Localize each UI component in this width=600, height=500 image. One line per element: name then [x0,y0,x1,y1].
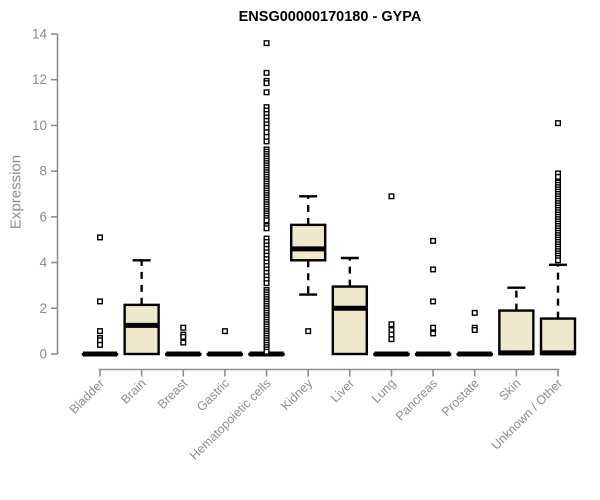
outlier-point [555,120,562,127]
outlier-point [430,330,437,337]
outlier-point [263,217,270,224]
y-tick-label: 12 [32,72,47,87]
outlier-point [263,138,270,145]
category-label-hematopoietic-cells: Hematopoietic cells [187,376,274,463]
outlier-point [471,327,478,334]
outlier-point [471,309,478,316]
outlier-point [180,324,187,331]
outlier-point [180,333,187,340]
box-prostate [456,309,493,357]
outlier-point [305,328,312,335]
y-tick-label: 2 [39,301,47,316]
outlier-point [180,339,187,346]
category-label-unknown-other: Unknown / Other [489,376,565,452]
y-axis-title: Expression [7,154,25,230]
category-label-kidney: Kidney [278,376,315,413]
box-rect [331,285,369,356]
chart-title: ENSG00000170180 - GYPA [238,9,422,25]
outlier-point [96,234,103,241]
outlier-point [263,89,270,96]
y-tick-label: 4 [39,255,47,270]
box-breast [165,324,202,357]
outlier-point [388,321,395,328]
category-label-prostate: Prostate [439,376,482,419]
box-rect [498,309,535,356]
outlier-point [221,328,228,335]
box-pancreas [414,237,452,357]
outlier-point [555,173,562,180]
category-label-lung: Lung [369,376,399,406]
category-label-brain: Brain [118,376,149,407]
box-hematopoietic-cells [248,40,285,357]
outlier-point [430,324,437,331]
outlier-point [263,69,270,76]
category-label-pancreas: Pancreas [393,376,440,423]
outlier-point [263,348,270,355]
box-unknown-other [539,120,577,356]
box-kidney [289,195,327,335]
category-label-gastric: Gastric [194,376,232,414]
outlier-point [430,266,437,273]
outlier-point [388,193,395,200]
outlier-point [263,225,270,232]
box-brain [123,259,160,356]
outlier-point [96,341,103,348]
outlier-point [96,328,103,335]
y-tick-label: 10 [32,118,47,133]
y-tick-label: 14 [32,27,48,42]
outlier-point [430,237,437,244]
box-lung [373,193,410,357]
y-tick-label: 0 [39,347,47,362]
outlier-point [263,40,270,47]
y-tick-label: 6 [39,209,47,224]
outlier-point [96,298,103,305]
category-label-skin: Skin [496,376,523,403]
outlier-point [388,336,395,343]
outlier-point [430,298,437,305]
box-liver [331,256,369,356]
outlier-point [555,257,562,264]
box-rect [289,223,327,262]
box-rect [123,303,160,356]
category-label-liver: Liver [328,376,357,405]
y-tick-label: 8 [39,164,47,179]
category-label-bladder: Bladder [67,376,107,416]
outlier-point [263,80,270,87]
box-gastric [206,328,244,357]
box-skin [498,286,535,356]
box-bladder [81,234,119,357]
category-label-breast: Breast [155,376,191,412]
box-rect [539,317,577,356]
outlier-point [263,280,270,287]
